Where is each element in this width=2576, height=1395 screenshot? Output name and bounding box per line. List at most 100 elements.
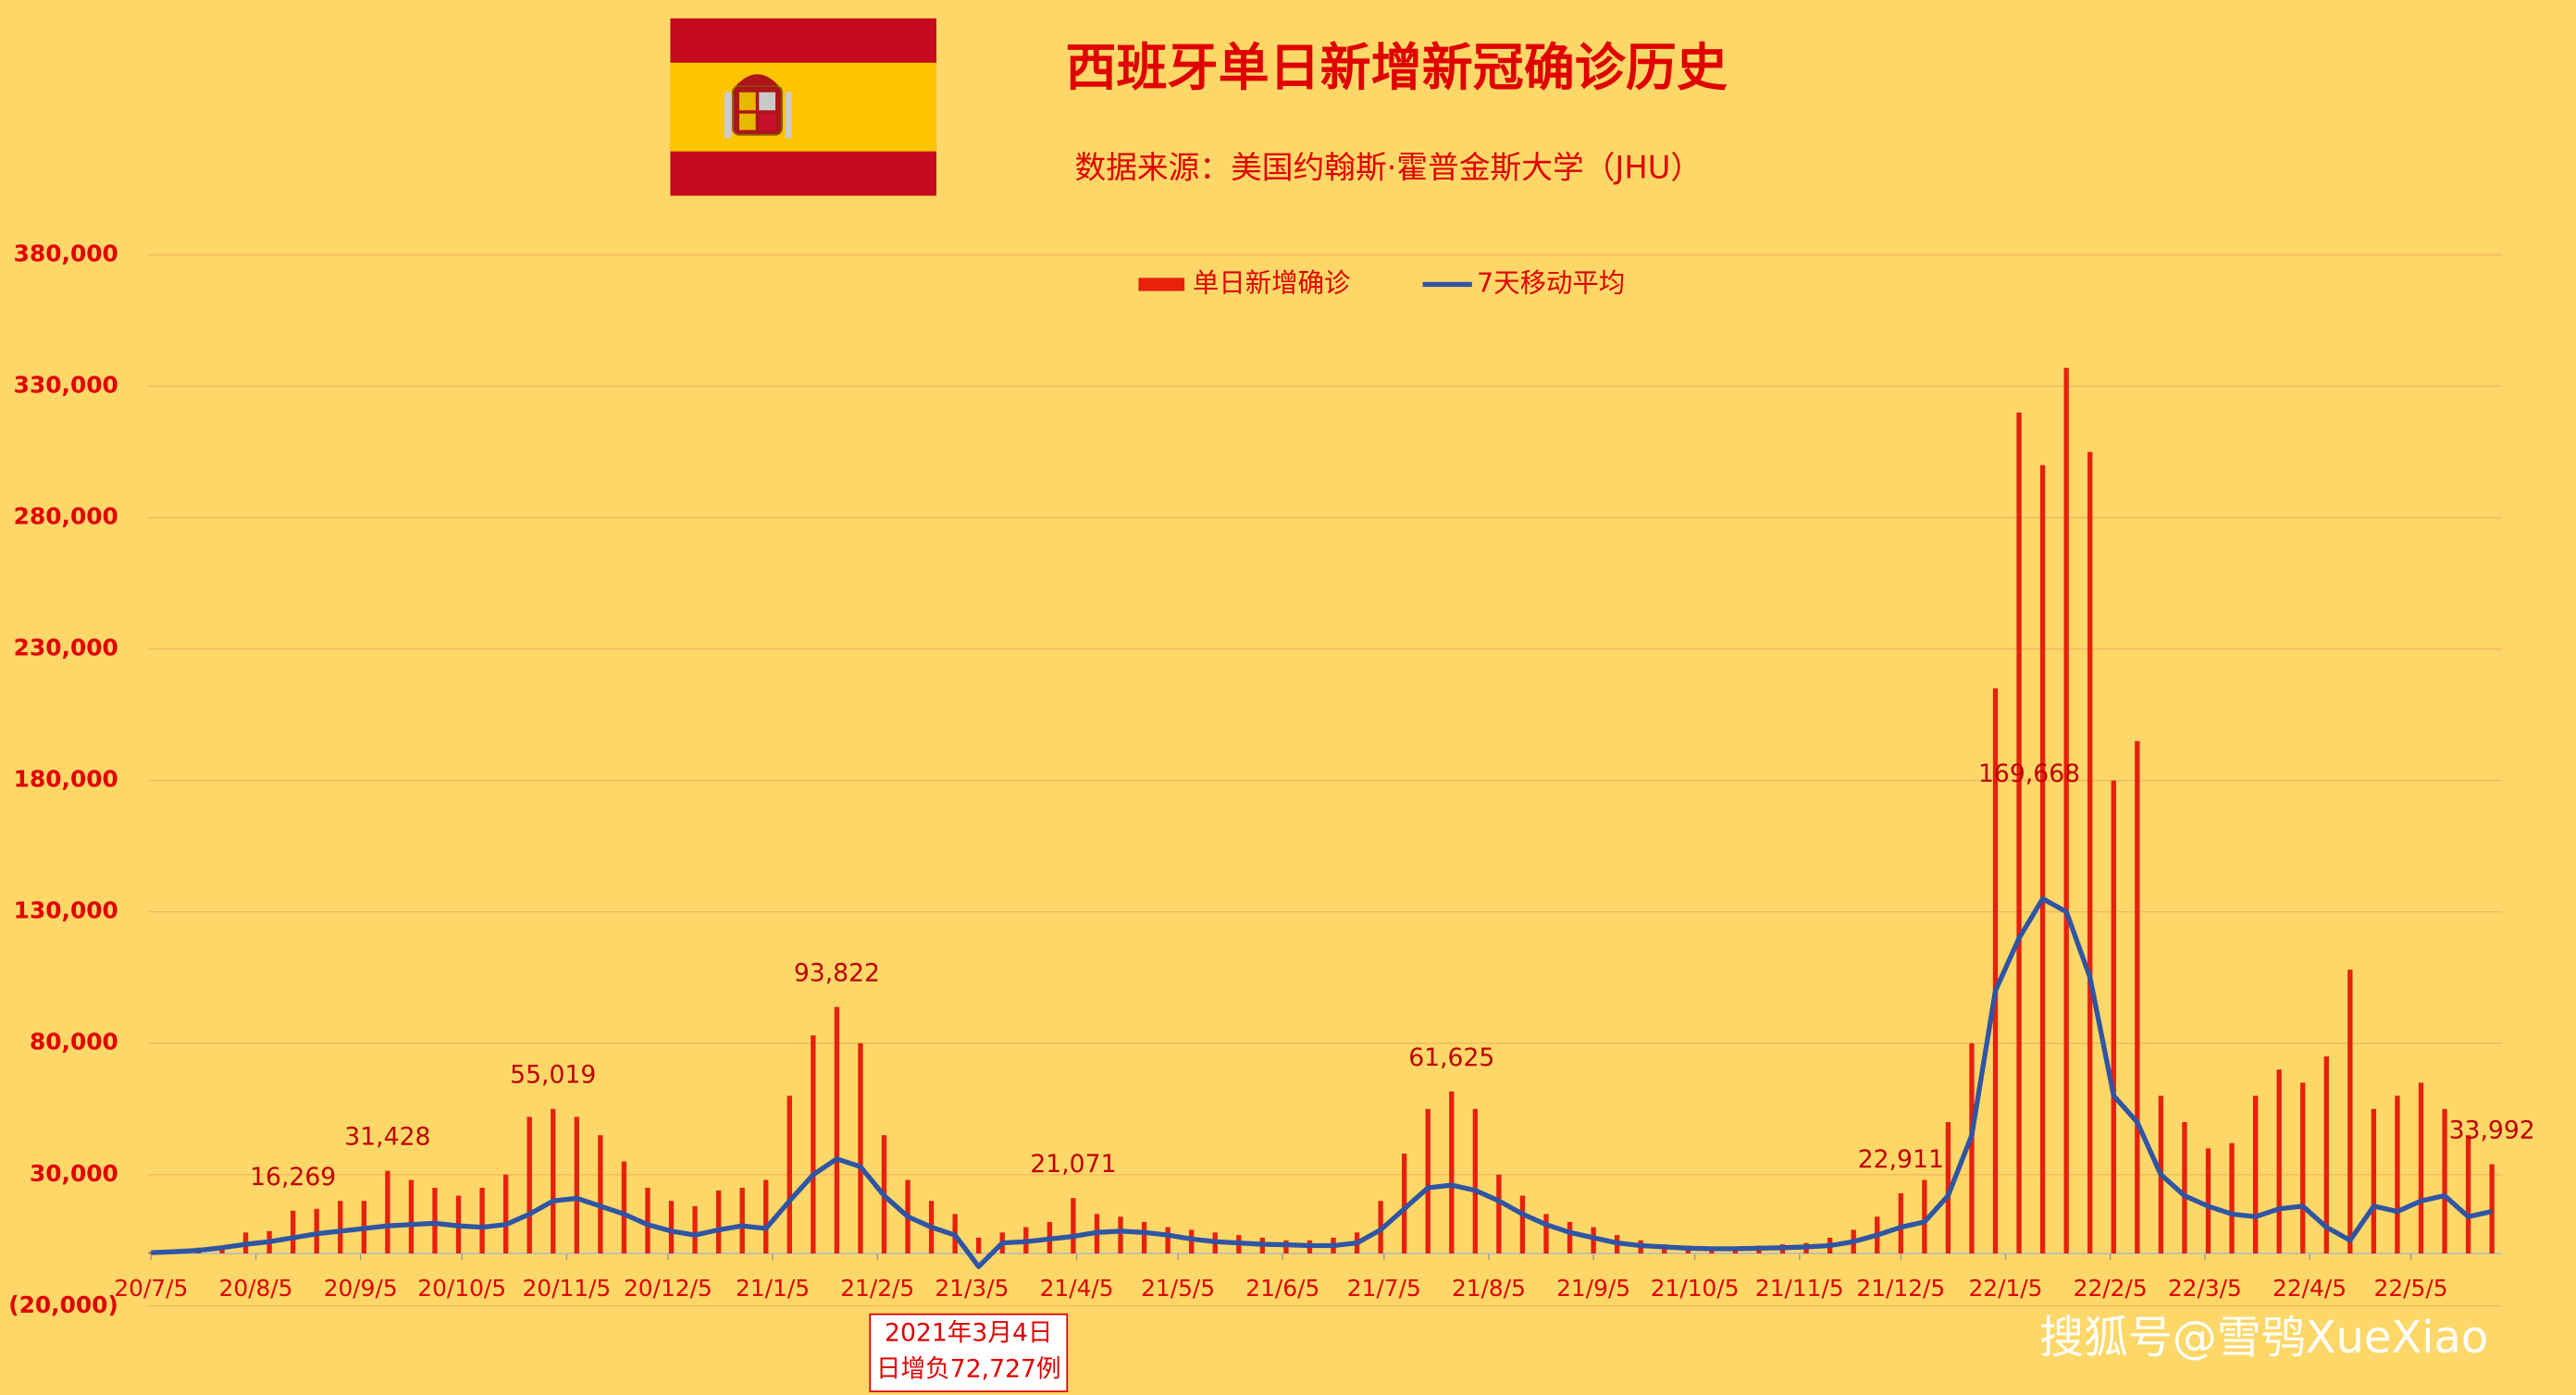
bar	[834, 1006, 840, 1254]
note-box	[869, 1313, 1069, 1393]
bar	[2442, 1108, 2447, 1254]
bar	[291, 1210, 296, 1254]
watermark: 搜狐号@雪鸮XueXiao	[2039, 1313, 2488, 1364]
bar	[976, 1237, 982, 1254]
bar	[1898, 1192, 1903, 1254]
x-tick-label: 21/5/5	[1141, 1275, 1215, 1302]
bar	[526, 1117, 532, 1254]
note-text: 2021年3月4日	[885, 1319, 1053, 1348]
flag	[670, 18, 937, 196]
bar	[1496, 1174, 1502, 1254]
bar	[739, 1187, 745, 1254]
bar	[314, 1208, 319, 1254]
note-text: 日增负72,727例	[876, 1355, 1061, 1384]
bar	[2087, 451, 2093, 1254]
bar	[1118, 1216, 1123, 1254]
x-tick-label: 21/6/5	[1245, 1275, 1319, 1302]
data-label: 22,911	[1858, 1145, 1944, 1174]
x-tick-label: 21/3/5	[935, 1275, 1009, 1302]
bar	[1543, 1214, 1549, 1254]
legend-label: 7天移动平均	[1477, 267, 1625, 298]
bar	[338, 1201, 343, 1254]
bar	[385, 1170, 390, 1254]
bar	[2039, 464, 2046, 1254]
bar	[1425, 1108, 1430, 1254]
moving-average-line	[151, 895, 2493, 1269]
bar	[786, 1095, 792, 1254]
bar	[2465, 1135, 2471, 1254]
legend-swatch	[1138, 278, 1185, 291]
chart-title: 西班牙单日新增新冠确诊历史	[1065, 38, 1727, 97]
data-label: 55,019	[510, 1061, 596, 1090]
bar	[668, 1201, 675, 1254]
bar	[2205, 1148, 2211, 1254]
bar	[1402, 1154, 1407, 1254]
x-tick-label: 21/1/5	[736, 1275, 810, 1302]
bar	[621, 1161, 627, 1254]
bar	[2276, 1069, 2282, 1254]
legend-label: 单日新增确诊	[1193, 267, 1350, 298]
bar	[2418, 1082, 2424, 1254]
y-tick-label: 30,000	[30, 1160, 118, 1187]
data-label: 33,992	[2449, 1116, 2535, 1144]
x-tick-label: 21/9/5	[1556, 1275, 1630, 1302]
bar	[2489, 1164, 2495, 1254]
bar	[2347, 969, 2353, 1254]
bar	[2016, 412, 2022, 1254]
bar	[598, 1135, 603, 1254]
bar	[551, 1108, 556, 1254]
x-tick-label: 21/12/5	[1856, 1275, 1945, 1302]
chart-subtitle: 数据来源：美国约翰斯·霍普金斯大学（JHU）	[1074, 150, 1702, 186]
data-label: 16,269	[250, 1163, 336, 1191]
bar	[763, 1179, 769, 1254]
x-tick-label: 20/10/5	[417, 1275, 506, 1302]
bar	[1519, 1195, 1526, 1254]
bar	[2182, 1121, 2187, 1254]
data-label: 21,071	[1030, 1150, 1116, 1179]
bar	[2135, 741, 2140, 1254]
x-tick-label: 21/8/5	[1452, 1275, 1526, 1302]
y-tick-label: (20,000)	[8, 1291, 118, 1318]
bar	[1472, 1108, 1479, 1254]
y-tick-label: 130,000	[14, 897, 118, 924]
bar	[432, 1187, 438, 1254]
x-tick-label: 20/12/5	[624, 1275, 712, 1302]
x-tick-label: 20/7/5	[114, 1275, 188, 1302]
x-tick-label: 21/10/5	[1651, 1275, 1740, 1302]
x-tick-label: 22/1/5	[1968, 1275, 2042, 1302]
x-tick-label: 21/11/5	[1755, 1275, 1844, 1302]
data-label: 31,428	[344, 1123, 430, 1152]
bar	[2229, 1142, 2235, 1254]
bar	[574, 1117, 579, 1254]
x-tick-label: 20/9/5	[324, 1275, 398, 1302]
bar	[2371, 1108, 2377, 1254]
overlay: 16,269 31,428 55,019 93,822 21,071 61,625 22,9…	[151, 267, 2535, 1393]
y-tick-label: 230,000	[14, 635, 118, 661]
bar	[1992, 688, 1999, 1254]
bar	[408, 1179, 415, 1254]
bar	[2111, 780, 2116, 1254]
bar	[1189, 1229, 1195, 1254]
bar	[2063, 367, 2069, 1254]
x-tick-label: 21/2/5	[840, 1275, 914, 1302]
bar	[1141, 1221, 1147, 1254]
bar	[1945, 1121, 1951, 1254]
bar	[2323, 1056, 2329, 1254]
y-tick-label: 380,000	[14, 241, 118, 267]
y-tick-label: 280,000	[14, 503, 118, 530]
x-tick-label: 22/5/5	[2374, 1275, 2448, 1302]
data-label: 61,625	[1408, 1043, 1494, 1072]
bar	[645, 1187, 650, 1254]
x-tick-label: 22/2/5	[2074, 1275, 2148, 1302]
bar	[715, 1190, 722, 1254]
y-tick-label: 330,000	[14, 372, 118, 399]
bar	[1165, 1227, 1170, 1254]
bar	[2252, 1095, 2259, 1254]
data-label: 169,668	[1978, 759, 2080, 788]
bar	[502, 1174, 509, 1254]
bar	[811, 1035, 816, 1254]
bar	[1567, 1221, 1573, 1254]
